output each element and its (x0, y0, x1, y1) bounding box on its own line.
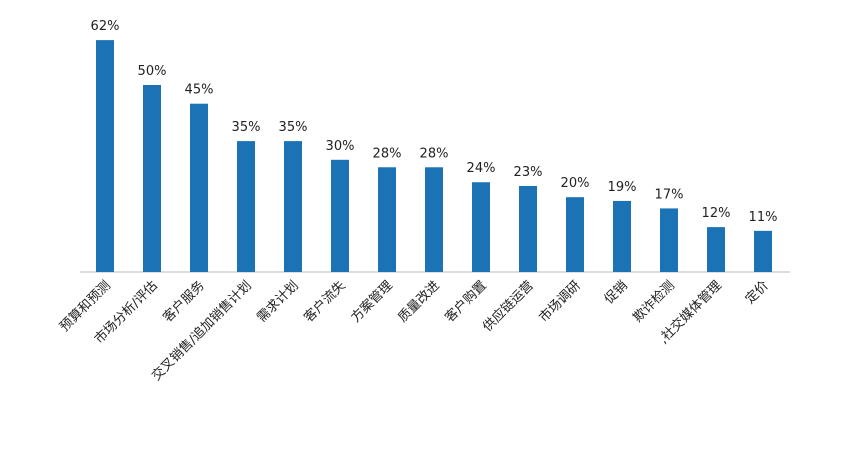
x-tick-label: 需求计划 (254, 278, 301, 325)
value-label: 12% (702, 206, 731, 221)
value-label: 28% (420, 146, 449, 161)
value-label: 62% (91, 19, 120, 34)
bar (143, 85, 161, 272)
bar (519, 185, 537, 272)
value-label: 50% (138, 64, 167, 79)
value-label: 11% (749, 210, 778, 225)
bar (566, 197, 584, 272)
value-label: 30% (326, 139, 355, 154)
value-label: 23% (514, 165, 543, 180)
bar (754, 230, 772, 272)
value-label: 24% (467, 161, 496, 176)
bar (707, 227, 725, 272)
bar (331, 159, 349, 272)
x-tick-label: 市场调研 (536, 278, 584, 326)
value-label: 35% (279, 120, 308, 135)
value-label: 17% (655, 187, 684, 202)
bar (237, 141, 255, 272)
x-tick-label: 客户服务 (160, 278, 208, 326)
bar (472, 182, 490, 272)
bar (284, 141, 302, 272)
x-tick-label: 客户购置 (442, 278, 490, 326)
value-label: 45% (185, 83, 214, 98)
bar (96, 40, 114, 273)
bar (190, 103, 208, 272)
x-tick-label: 质量改进 (395, 278, 442, 325)
value-label: 28% (373, 146, 402, 161)
x-tick-label: 定价 (743, 278, 772, 307)
value-label: 35% (232, 120, 261, 135)
bar (613, 200, 631, 272)
x-tick-label: 促销 (602, 278, 631, 307)
x-tick-label: 方案管理 (348, 278, 396, 326)
bar (660, 208, 678, 272)
bar (425, 167, 443, 272)
value-label: 20% (561, 176, 590, 191)
value-label: 19% (608, 180, 637, 195)
x-tick-label: 欺诈检测 (630, 278, 677, 325)
x-tick-label: 客户流失 (301, 278, 349, 326)
bar (378, 167, 396, 272)
x-tick-label: 供应链运营 (480, 278, 537, 335)
